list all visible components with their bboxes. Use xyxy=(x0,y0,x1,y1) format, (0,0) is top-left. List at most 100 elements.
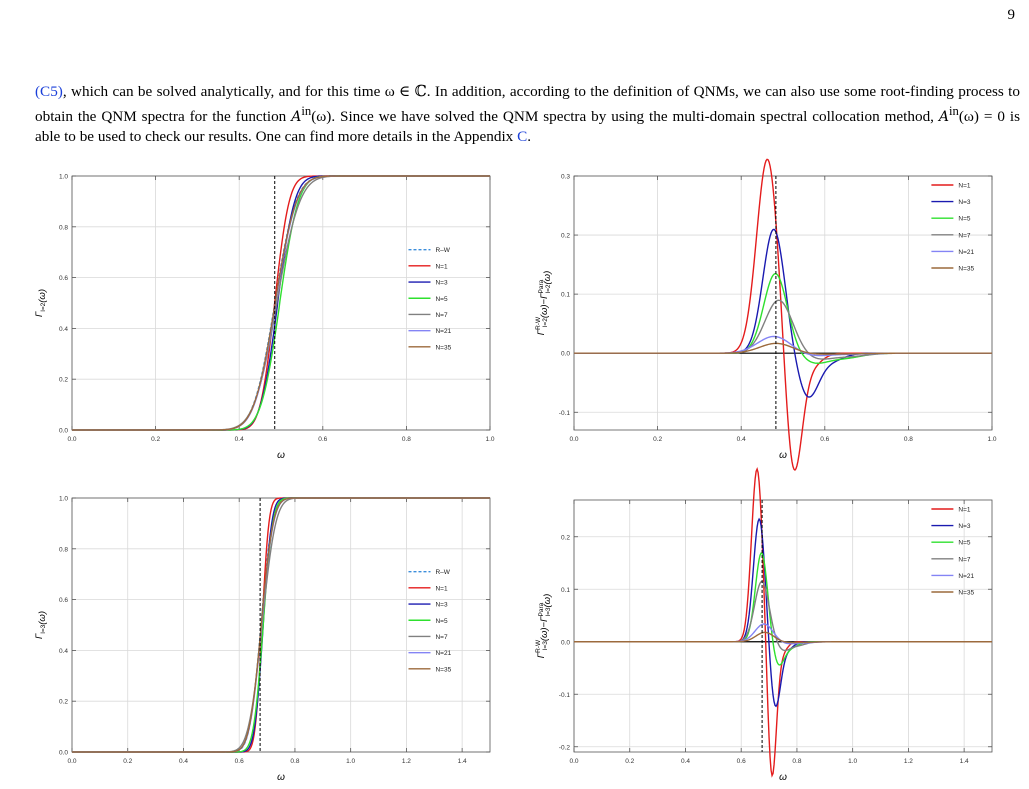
legend-label: N=7 xyxy=(958,556,970,563)
plot-gamma-l2: 0.0 0.2 0.4 0.6 0.8 1.0 0.0 0.2 0.4 0.6 0.8 1.0 ω Γl=… xyxy=(30,168,505,462)
plot-gamma-l3: 0.0 0.2 0.4 0.6 0.8 1.0 1.2 1.4 0.0 0.2 0.4 0.6 0.8 1… xyxy=(30,490,505,785)
legend-label: N=35 xyxy=(435,344,451,351)
series-line-n-3 xyxy=(574,228,992,398)
series-line-r-w xyxy=(72,497,490,753)
y-tick-label: 0.0 xyxy=(59,428,68,435)
y-tick-label: 0.1 xyxy=(561,587,570,594)
series-line-n-5 xyxy=(72,497,490,753)
y-axis-label: Γl=2(ω) xyxy=(34,289,48,317)
series-line-r-w xyxy=(72,175,490,431)
legend-label: N=7 xyxy=(435,634,447,641)
func-arg: (ω) xyxy=(311,107,332,125)
legend-label: N=5 xyxy=(958,216,970,223)
x-axis-label: ω xyxy=(779,772,787,783)
plot-frame xyxy=(573,499,993,753)
legend-label: N=5 xyxy=(958,540,970,547)
legend-label: N=3 xyxy=(435,280,447,287)
y-tick-label: 0.8 xyxy=(59,546,68,553)
series-line-n-21 xyxy=(72,175,490,431)
intro-text-3: is able to be used to check our results.… xyxy=(35,107,1021,146)
series-line-n-21 xyxy=(72,497,490,753)
x-tick-label: 1.0 xyxy=(346,758,355,765)
intro-paragraph: (C5), which can be solved analytically, … xyxy=(35,82,1020,147)
x-axis-label: ω xyxy=(277,450,285,461)
series-line-n-1 xyxy=(574,158,992,471)
y-axis-label: Γl=3(ω) xyxy=(34,611,48,639)
y-tick-label: -0.1 xyxy=(559,692,571,699)
x-tick-label: 0.8 xyxy=(290,758,299,765)
x-axis-label: ω xyxy=(277,772,285,783)
series-line-n-1 xyxy=(574,467,992,778)
series-line-n-7 xyxy=(574,580,992,652)
series-line-n-5 xyxy=(574,552,992,666)
series-line-n-1 xyxy=(72,175,490,431)
series-line-n-3 xyxy=(574,517,992,708)
y-tick-label: 0.4 xyxy=(59,326,68,333)
x-tick-label: 0.0 xyxy=(67,758,76,765)
y-tick-label: 1.0 xyxy=(59,174,68,181)
plot-frame xyxy=(573,175,993,431)
intro-text-1: , which can be solved analytically, and … xyxy=(35,83,1020,125)
x-tick-label: 0.2 xyxy=(151,436,160,443)
ref-c5-link[interactable]: (C5) xyxy=(35,83,63,100)
eq-symbol: A xyxy=(938,108,950,125)
plot-frame xyxy=(71,497,491,753)
legend-label: N=35 xyxy=(958,266,974,273)
page-number: 9 xyxy=(1007,7,1016,23)
legend-label: N=1 xyxy=(435,263,447,270)
x-tick-label: 0.4 xyxy=(737,436,746,443)
x-tick-label: 1.4 xyxy=(960,758,969,765)
legend-label: N=1 xyxy=(958,507,970,514)
func-sup: in xyxy=(301,103,312,118)
func-symbol: A xyxy=(291,108,302,125)
series-line-n-7 xyxy=(72,497,490,753)
x-tick-label: 1.2 xyxy=(402,758,411,765)
y-tick-label: 0.0 xyxy=(59,750,68,757)
x-tick-label: 0.6 xyxy=(318,436,327,443)
intro-text-2: . Since we have solved the QNM spectra b… xyxy=(331,107,939,125)
series-line-n-7 xyxy=(72,175,490,431)
y-tick-label: 0.3 xyxy=(561,174,570,181)
y-tick-label: -0.2 xyxy=(559,744,571,751)
plot-diff-l2: 0.0 0.2 0.4 0.6 0.8 1.0 -0.1 0.0 0.1 0.2 0.3 ω ΓR-Wl… xyxy=(532,158,1007,471)
ref-appendix-c-link[interactable]: C xyxy=(517,128,528,146)
legend-label: N=7 xyxy=(958,232,970,239)
legend-label: N=35 xyxy=(435,666,451,673)
y-axis-label: ΓR-Wl=2(ω)−ΓParal=2(ω) xyxy=(535,271,553,336)
x-tick-label: 0.0 xyxy=(67,436,76,443)
x-tick-label: 1.4 xyxy=(458,758,467,765)
series-line-n-35 xyxy=(72,175,490,431)
y-tick-label: 0.2 xyxy=(561,233,570,240)
legend-label: N=35 xyxy=(958,590,974,597)
x-tick-label: 0.2 xyxy=(653,436,662,443)
legend-label: N=1 xyxy=(958,183,970,190)
y-tick-label: 0.0 xyxy=(561,351,570,358)
y-tick-label: 0.6 xyxy=(59,597,68,604)
series-line-n-35 xyxy=(72,497,490,753)
y-tick-label: 0.1 xyxy=(561,292,570,299)
x-tick-label: 0.4 xyxy=(235,436,244,443)
x-tick-label: 0.8 xyxy=(904,436,913,443)
eq-rest: (ω) = 0 xyxy=(958,107,1005,125)
y-tick-label: 0.8 xyxy=(59,224,68,231)
x-tick-label: 0.4 xyxy=(681,758,690,765)
legend-label: N=3 xyxy=(958,523,970,530)
x-tick-label: 0.0 xyxy=(569,758,578,765)
y-tick-label: 0.2 xyxy=(59,699,68,706)
x-tick-label: 0.0 xyxy=(569,436,578,443)
legend-label: N=3 xyxy=(435,602,447,609)
series-line-n-35 xyxy=(574,342,992,355)
legend-label: N=21 xyxy=(958,573,974,580)
y-tick-label: 0.6 xyxy=(59,275,68,282)
x-tick-label: 0.6 xyxy=(235,758,244,765)
x-tick-label: 1.0 xyxy=(485,436,494,443)
y-tick-label: 0.4 xyxy=(59,648,68,655)
y-tick-label: 1.0 xyxy=(59,496,68,503)
y-tick-label: 0.2 xyxy=(561,534,570,541)
series-line-n-1 xyxy=(72,497,490,753)
series-line-n-5 xyxy=(72,175,490,431)
legend-label: N=21 xyxy=(435,650,451,657)
legend-label: N=3 xyxy=(958,199,970,206)
y-tick-label: -0.1 xyxy=(559,410,571,417)
y-tick-label: 0.0 xyxy=(561,639,570,646)
